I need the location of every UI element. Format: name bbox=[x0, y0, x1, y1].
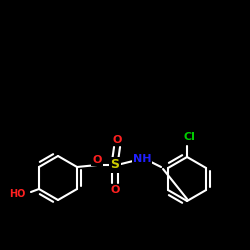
Text: S: S bbox=[110, 158, 120, 172]
Text: O: O bbox=[110, 185, 120, 195]
Text: NH: NH bbox=[133, 154, 151, 164]
Text: Cl: Cl bbox=[183, 132, 195, 142]
Text: O: O bbox=[112, 135, 122, 145]
Text: O: O bbox=[92, 155, 102, 165]
Text: HO: HO bbox=[9, 189, 25, 199]
